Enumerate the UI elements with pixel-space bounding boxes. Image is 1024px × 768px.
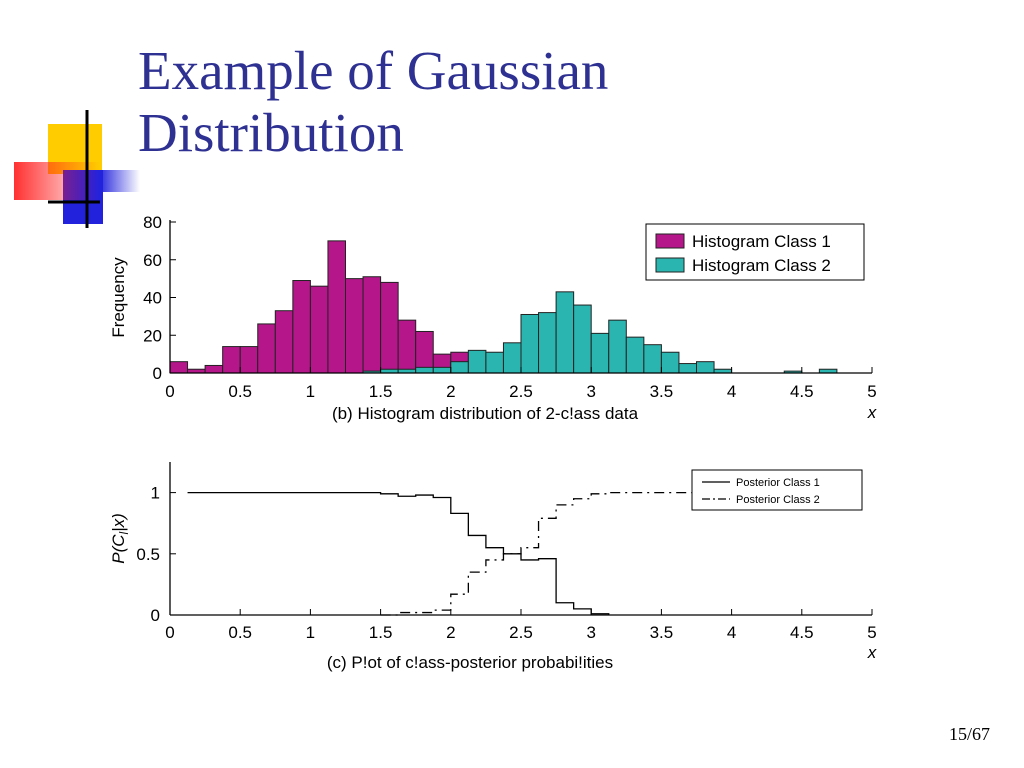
- x-tick-label: 0: [165, 382, 174, 401]
- slide-title-line2: Distribution: [138, 102, 404, 163]
- histogram-bar-class2: [520, 313, 540, 374]
- histogram-bar-class1: [397, 319, 417, 374]
- x-tick-label: 1: [306, 623, 315, 642]
- x-tick-label: 5: [867, 623, 876, 642]
- x-tick-label: 4.5: [790, 382, 814, 401]
- histogram-bar-class2: [573, 304, 592, 374]
- x-tick-label: 4: [727, 623, 736, 642]
- x-tick-label: 2.5: [509, 382, 533, 401]
- histogram-bar-class1: [362, 276, 382, 374]
- y-axis-label: P(Cl|x): [109, 513, 131, 564]
- slide-title: Example of Gaussian Distribution: [138, 40, 608, 164]
- legend-label: Histogram Class 2: [692, 256, 831, 275]
- legend-swatch: [655, 233, 685, 249]
- histogram-bar-class2: [432, 366, 452, 374]
- y-tick-label: 80: [143, 213, 162, 232]
- histogram-bar-class2: [538, 312, 557, 374]
- x-tick-label: 3: [586, 623, 595, 642]
- y-tick-label: 0.5: [136, 545, 160, 564]
- y-axis-label-main: P(C: [109, 534, 128, 564]
- x-axis-label: x: [867, 643, 877, 662]
- legend-label: Posterior Class 1: [736, 477, 820, 489]
- histogram-bar-class1: [415, 330, 434, 374]
- legend-label: Posterior Class 2: [736, 494, 820, 506]
- histogram-bar-class2: [590, 332, 610, 374]
- histogram-bar-class2: [450, 361, 469, 374]
- histogram-bar-class2: [660, 351, 680, 374]
- slide-title-line1: Example of Gaussian: [138, 40, 609, 101]
- x-tick-label: 0: [165, 623, 174, 642]
- histogram-bar-class1: [222, 346, 241, 374]
- histogram-bar-class2: [643, 344, 662, 374]
- x-tick-label: 1: [306, 382, 315, 401]
- chart-title: (b) Histogram distribution of 2-c!ass da…: [332, 404, 639, 423]
- y-tick-label: 0: [153, 364, 162, 383]
- y-axis-label-subscript: l: [117, 531, 131, 534]
- colored-squares-logo: [14, 110, 140, 228]
- histogram-chart: 0 0.5 1 1.5 2 2.5 3 3.5 4 4.5 5 0 20 40 60 80 Frequency x…: [109, 213, 877, 423]
- histogram-bar-class2: [502, 342, 522, 374]
- histogram-bar-class2: [608, 319, 627, 374]
- histogram-bar-class2: [696, 361, 715, 374]
- histogram-bar-class2: [485, 351, 504, 374]
- y-tick-label: 20: [143, 326, 162, 345]
- histogram-bar-class2: [678, 363, 698, 374]
- posterior-class1-line: [187, 491, 610, 615]
- histogram-bar-class2: [555, 291, 575, 374]
- x-tick-label: 3: [586, 382, 595, 401]
- posterior-chart: 0 0.5 1 1.5 2 2.5 3 3.5 4 4.5 5 0 0.5 1 P(Cl|x) x (c) P!…: [109, 462, 877, 672]
- histogram-bar-class1: [327, 240, 346, 374]
- histogram-bar-class1: [239, 346, 259, 374]
- x-tick-label: 2: [446, 623, 455, 642]
- y-axis-label: Frequency: [109, 257, 128, 338]
- y-axis-label-suffix: |x): [109, 513, 128, 532]
- y-tick-label: 0: [151, 606, 160, 625]
- x-tick-label: 1.5: [369, 623, 393, 642]
- y-tick-label: 40: [143, 289, 162, 308]
- x-tick-label: 0.5: [228, 382, 252, 401]
- blue-fade-bar: [98, 170, 140, 192]
- x-tick-label: 4.5: [790, 623, 814, 642]
- x-tick-label: 3.5: [650, 382, 674, 401]
- x-tick-label: 2: [446, 382, 455, 401]
- histogram-bar-class1: [204, 364, 224, 374]
- slide-number: 15/67: [948, 724, 990, 744]
- histogram-bar-class1: [257, 323, 276, 374]
- histogram-bar-class1: [292, 280, 311, 374]
- histogram-bar-class1: [345, 278, 364, 374]
- x-tick-label: 2.5: [509, 623, 533, 642]
- histogram-bar-class2: [625, 336, 645, 374]
- chart-title: (c) P!ot of c!ass-posterior probabi!itie…: [327, 653, 613, 672]
- x-axis-label: x: [867, 403, 877, 422]
- legend-box: [691, 469, 863, 511]
- legend-label: Histogram Class 1: [692, 232, 831, 251]
- histogram-bar-class2: [415, 366, 434, 374]
- histogram-bar-class1: [380, 281, 399, 374]
- y-tick-label: 60: [143, 251, 162, 270]
- x-tick-label: 0.5: [228, 623, 252, 642]
- posterior-class2-line: [380, 491, 697, 616]
- histogram-bar-class1: [169, 361, 189, 374]
- histogram-bar-class2: [467, 349, 487, 374]
- y-tick-label: 1: [151, 484, 160, 503]
- histogram-bar-class1: [274, 310, 294, 374]
- x-tick-label: 5: [867, 382, 876, 401]
- x-tick-label: 3.5: [650, 623, 674, 642]
- histogram-bar-class1: [309, 285, 329, 374]
- legend-swatch: [655, 257, 685, 273]
- x-tick-label: 4: [727, 382, 736, 401]
- x-tick-label: 1.5: [369, 382, 393, 401]
